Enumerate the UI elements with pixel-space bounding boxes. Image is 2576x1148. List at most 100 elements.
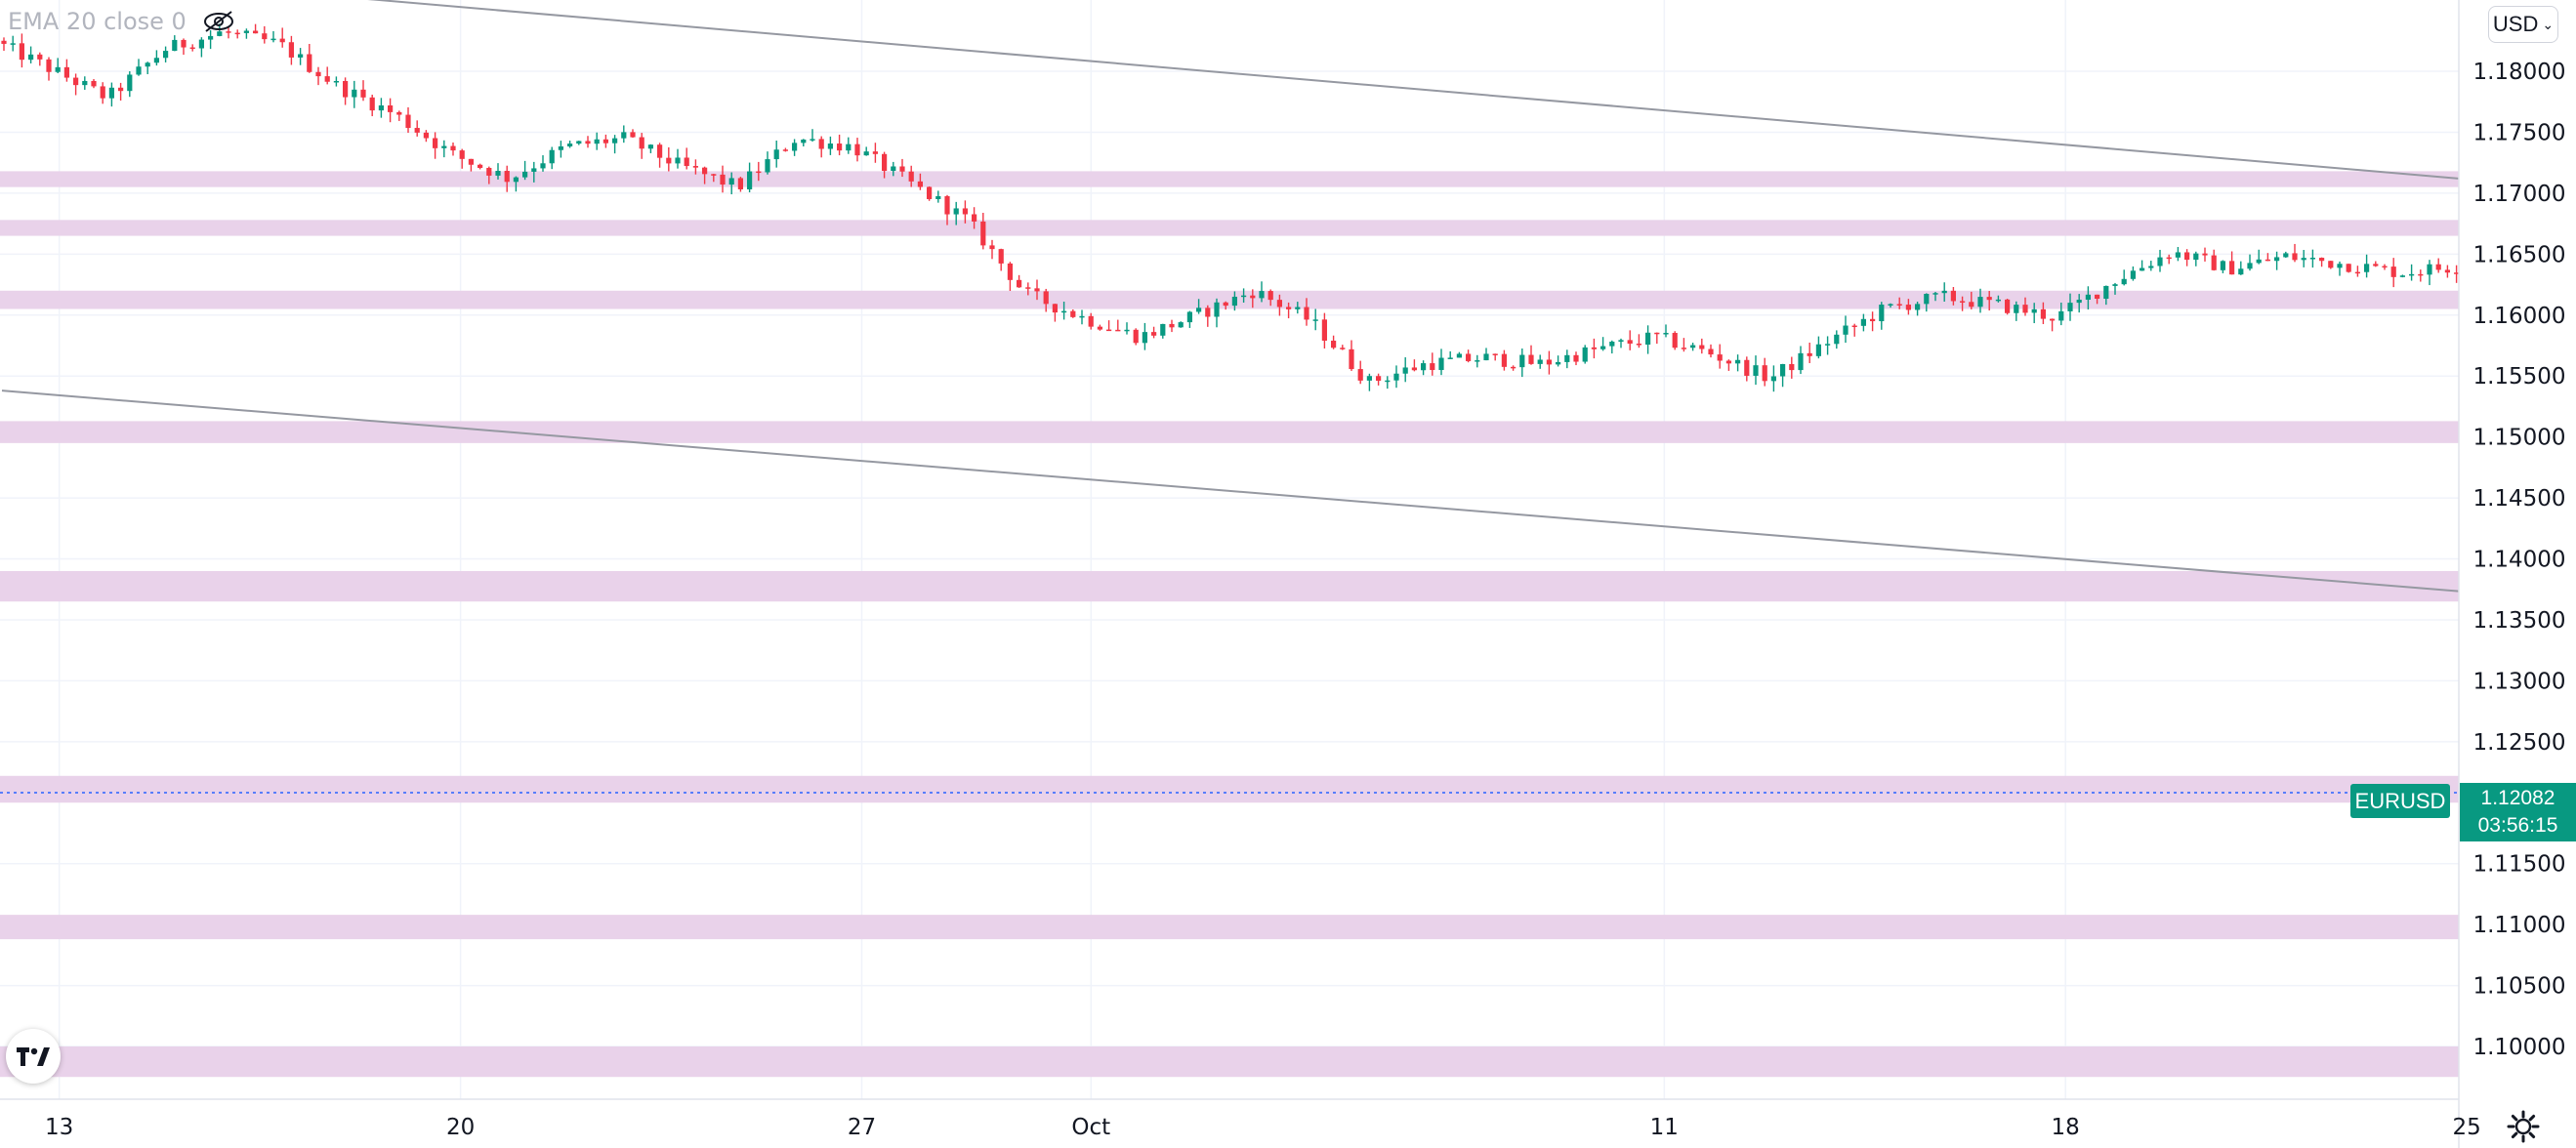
current-price-value: 1.12082 bbox=[2480, 787, 2555, 809]
trendlines[interactable] bbox=[1, 0, 2576, 979]
candle-body bbox=[2309, 258, 2315, 260]
candle-body bbox=[639, 137, 644, 149]
candle-body bbox=[37, 54, 43, 60]
candle-body bbox=[2283, 253, 2289, 258]
candle-body bbox=[1870, 318, 1876, 322]
candle-body bbox=[944, 195, 950, 215]
indicator-legend[interactable]: EMA 20 close 0 bbox=[8, 8, 237, 35]
candle-body bbox=[1591, 347, 1597, 349]
sr-zone bbox=[0, 171, 2459, 187]
candle-body bbox=[1834, 334, 1840, 345]
candle-body bbox=[1672, 333, 1678, 348]
candle-body bbox=[2022, 305, 2028, 313]
candle-body bbox=[2444, 269, 2450, 273]
candle-body bbox=[2337, 264, 2343, 268]
candle-body bbox=[189, 47, 195, 50]
eye-off-icon[interactable] bbox=[200, 10, 237, 33]
time-tick-label: 11 bbox=[1650, 1115, 1679, 1140]
candle-body bbox=[630, 132, 636, 138]
candlesticks bbox=[1, 23, 2576, 392]
candle-body bbox=[288, 42, 294, 58]
tradingview-logo[interactable] bbox=[6, 1029, 61, 1084]
candle-body bbox=[854, 144, 860, 156]
candle-body bbox=[2085, 294, 2091, 301]
candle-body bbox=[1124, 329, 1130, 332]
candle-body bbox=[1924, 294, 1930, 305]
candle-body bbox=[1178, 322, 1184, 328]
candle-body bbox=[217, 31, 223, 36]
candle-body bbox=[2112, 284, 2118, 286]
candle-body bbox=[369, 97, 375, 111]
candle-body bbox=[2274, 257, 2280, 262]
candle-body bbox=[1438, 357, 1444, 371]
candle-body bbox=[1304, 307, 1309, 320]
candle-body bbox=[2103, 285, 2109, 300]
price-axis[interactable]: 1.18000 1.17500 1.17000 1.16500 1.16000 1.155… bbox=[2472, 60, 2565, 1060]
price-tick-label: 1.11000 bbox=[2472, 913, 2565, 938]
candle-body bbox=[2454, 272, 2460, 274]
candle-body bbox=[1618, 340, 1624, 342]
candle-body bbox=[1511, 366, 1517, 369]
support-resistance-zones bbox=[0, 171, 2459, 1078]
candle-body bbox=[2354, 271, 2360, 274]
price-tick-label: 1.12500 bbox=[2472, 730, 2565, 756]
candle-body bbox=[1932, 293, 1938, 295]
sr-zone bbox=[0, 775, 2459, 803]
trendline[interactable] bbox=[1, 390, 2576, 769]
price-tick-label: 1.18000 bbox=[2472, 60, 2565, 85]
candle-body bbox=[1941, 290, 1947, 294]
candle-body bbox=[486, 167, 492, 176]
candle-body bbox=[1960, 301, 1966, 303]
candle-body bbox=[846, 144, 852, 151]
candle-body bbox=[2364, 264, 2370, 272]
candle-body bbox=[73, 77, 79, 86]
candle-body bbox=[2247, 263, 2253, 269]
candle-body bbox=[1295, 307, 1301, 309]
price-tick-label: 1.14500 bbox=[2472, 486, 2565, 512]
candle-body bbox=[1699, 345, 1705, 349]
symbol-tag: EURUSD bbox=[2350, 784, 2450, 818]
candle-body bbox=[1475, 360, 1480, 362]
candle-body bbox=[567, 144, 573, 147]
candle-body bbox=[1447, 357, 1453, 359]
candle-body bbox=[1142, 332, 1147, 344]
candle-body bbox=[980, 221, 986, 246]
candle-body bbox=[1905, 305, 1911, 310]
candle-body bbox=[998, 249, 1004, 264]
candle-body bbox=[1556, 361, 1561, 365]
candle-body bbox=[478, 164, 483, 168]
candle-body bbox=[657, 144, 663, 158]
candle-body bbox=[1888, 304, 1893, 306]
candle-body bbox=[818, 139, 824, 149]
time-axis[interactable]: 132027Oct111825Nov81522Dec bbox=[45, 1115, 2576, 1140]
currency-selector[interactable]: USD ⌄ bbox=[2488, 6, 2558, 43]
candle-body bbox=[1843, 325, 1849, 335]
candle-body bbox=[1376, 376, 1382, 382]
candle-body bbox=[711, 174, 717, 176]
candle-body bbox=[234, 32, 240, 35]
candle-body bbox=[1537, 359, 1543, 364]
trendline[interactable] bbox=[2, 0, 2576, 366]
candle-body bbox=[2390, 266, 2396, 277]
candle-body bbox=[1573, 354, 1579, 362]
candle-body bbox=[953, 208, 959, 215]
candle-body bbox=[684, 157, 689, 167]
candle-body bbox=[1186, 311, 1192, 323]
candle-body bbox=[1879, 305, 1885, 322]
time-tick-label: Oct bbox=[1071, 1115, 1110, 1140]
price-tick-label: 1.17500 bbox=[2472, 120, 2565, 145]
candle-body bbox=[495, 171, 501, 176]
settings-gear-icon[interactable] bbox=[2506, 1109, 2541, 1144]
candle-body bbox=[549, 149, 555, 164]
candle-body bbox=[513, 177, 519, 183]
candle-body bbox=[2076, 300, 2082, 304]
price-tick-label: 1.10500 bbox=[2472, 974, 2565, 1000]
candle-body bbox=[522, 171, 528, 178]
candle-body bbox=[576, 141, 582, 144]
candle-body bbox=[19, 43, 24, 61]
sr-zone bbox=[0, 915, 2459, 940]
candle-body bbox=[504, 171, 510, 183]
candle-body bbox=[270, 38, 276, 41]
candle-body bbox=[1267, 291, 1273, 301]
